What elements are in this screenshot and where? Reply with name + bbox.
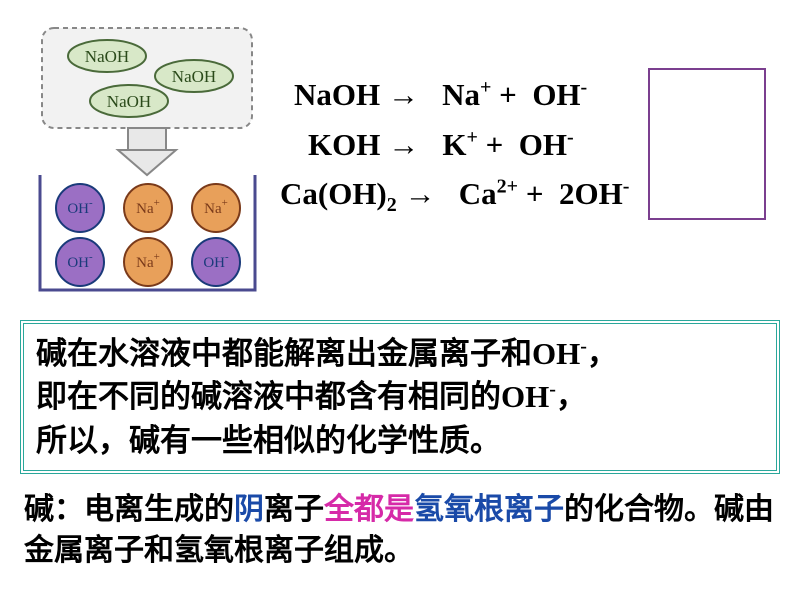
summary-line-1: 碱在水溶液中都能解离出金属离子和OH-， (36, 332, 764, 375)
definition-text: 碱：电离生成的阴离子全都是氢氧根离子的化合物。碱由金属离子和氢氧根离子组成。 (24, 490, 780, 571)
svg-text:NaOH: NaOH (172, 67, 216, 86)
summary-box: 碱在水溶液中都能解离出金属离子和OH-， 即在不同的碱溶液中都含有相同的OH-，… (20, 320, 780, 474)
hydroxide-highlight-box (648, 68, 766, 220)
summary-line-3: 所以，碱有一些相似的化学性质。 (36, 419, 764, 462)
diagram-svg: NaOHNaOHNaOH OH-Na+Na+OH-Na+OH- (30, 20, 260, 300)
svg-text:NaOH: NaOH (85, 47, 129, 66)
dissociation-diagram: NaOHNaOHNaOH OH-Na+Na+OH-Na+OH- (30, 20, 260, 300)
svg-text:NaOH: NaOH (107, 92, 151, 111)
summary-line-2: 即在不同的碱溶液中都含有相同的OH-， (36, 375, 764, 418)
